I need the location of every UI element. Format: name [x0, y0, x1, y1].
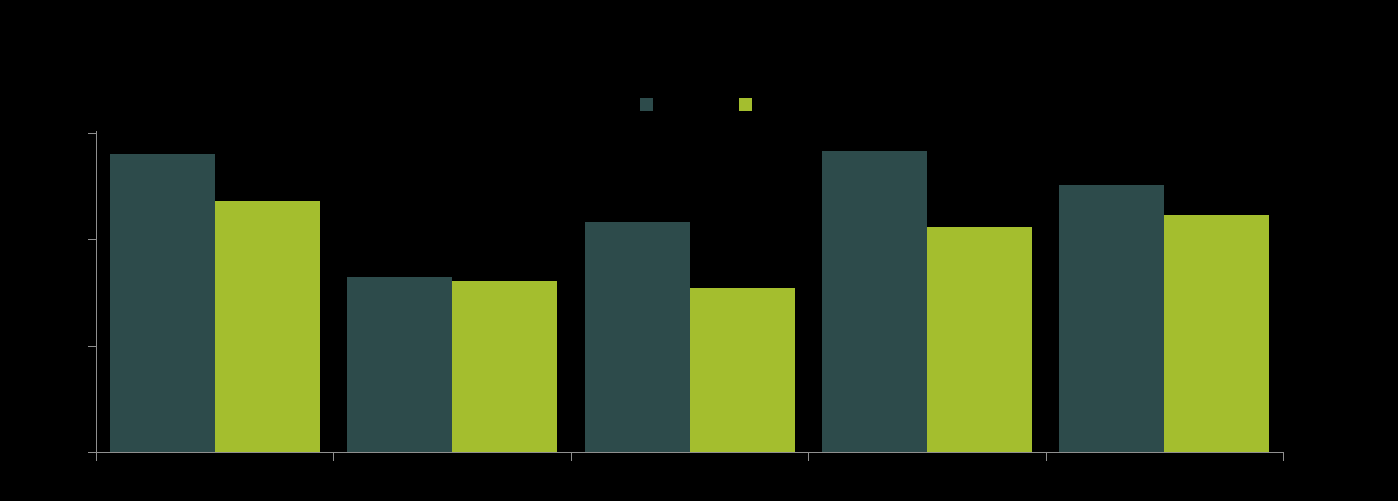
y-axis-tick [88, 452, 96, 453]
x-axis-separator-tick [1283, 452, 1284, 461]
y-axis-tick [88, 239, 96, 241]
legend-item-series-2[interactable] [739, 93, 758, 115]
bar-series-1-category-5[interactable] [1059, 185, 1165, 452]
x-axis-separator-tick [333, 452, 334, 461]
bar-series-1-category-3[interactable] [584, 222, 690, 452]
bar-series-2-category-4[interactable] [926, 226, 1032, 452]
legend-swatch-series-1 [640, 97, 653, 111]
x-axis-line [96, 452, 1283, 453]
bar-series-2-category-3[interactable] [689, 288, 795, 452]
legend-swatch-series-2 [739, 97, 752, 111]
x-axis-separator-tick [571, 452, 572, 461]
y-axis-line [96, 131, 97, 452]
plot-area [88, 131, 1284, 461]
bar-series-2-category-1[interactable] [214, 201, 320, 452]
x-axis-separator-tick [1046, 452, 1047, 461]
y-axis-tick [88, 133, 96, 135]
bar-series-1-category-2[interactable] [347, 276, 453, 452]
legend-item-series-1[interactable] [640, 93, 659, 115]
bar-series-2-category-5[interactable] [1164, 214, 1270, 452]
x-axis-separator-tick [96, 452, 97, 461]
bars-layer [96, 131, 1283, 452]
x-axis-separator-tick [808, 452, 809, 461]
y-axis-tick [88, 345, 96, 347]
bar-series-1-category-4[interactable] [821, 151, 927, 452]
bar-series-2-category-2[interactable] [452, 280, 558, 452]
chart-legend [0, 93, 1398, 115]
bar-series-1-category-1[interactable] [109, 154, 215, 452]
